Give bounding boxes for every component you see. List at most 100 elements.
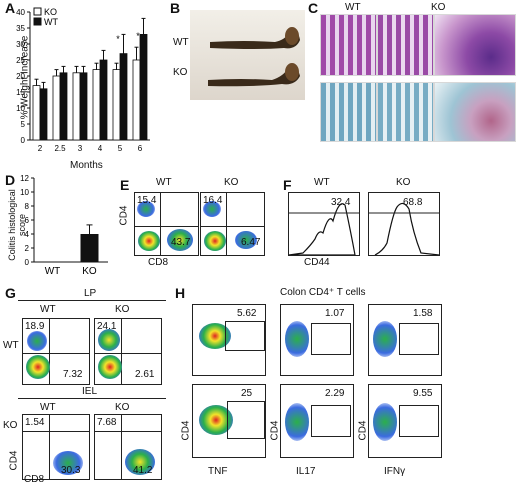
he-stain-wt-2 <box>377 14 434 76</box>
panel-g-label: G <box>5 285 16 301</box>
colon-wt-label: WT <box>173 37 189 48</box>
h-bot-il17: 2.29 <box>280 384 354 458</box>
panel-b-label: B <box>170 0 181 16</box>
panel-h-label: H <box>175 285 186 301</box>
g-iel-wt-br: 30.3 <box>61 465 81 476</box>
h-top-tnf: 5.62 <box>192 304 266 376</box>
d-ytick-label: 2 <box>25 244 30 253</box>
e-yaxis: CD4 <box>118 205 130 226</box>
panel-a-xlabel: Months <box>70 160 103 171</box>
a-bar-wt <box>99 59 108 141</box>
a-star: * <box>116 34 120 44</box>
h-bot-ifng-val: 9.55 <box>413 388 433 399</box>
d-ytick-label: 4 <box>25 230 30 239</box>
g-lp-ko: KO <box>115 304 130 315</box>
a-legend-swatch-wt <box>33 17 42 26</box>
h-bot-il17-val: 2.29 <box>325 388 345 399</box>
d-ytick-label: 10 <box>20 188 29 197</box>
g-row-wt: WT <box>3 340 19 351</box>
g-iel-wt-tl: 1.54 <box>25 417 45 428</box>
a-ytick-label: 15 <box>16 88 25 97</box>
a-bar-wt <box>139 34 148 141</box>
colon-photo <box>190 10 305 100</box>
d-ytick-label: 12 <box>20 174 29 183</box>
h-top-ifng-val: 1.58 <box>413 308 433 319</box>
d-xtick-label: KO <box>82 266 97 277</box>
a-bar-ko <box>52 75 61 141</box>
g-iel-ko-plot: 7.68 41.2 <box>94 414 162 480</box>
f-ko-val: 68.8 <box>403 197 423 208</box>
g-lp-label: LP <box>84 288 97 299</box>
h-x-tnf: TNF <box>208 466 228 477</box>
ab-stain-wt-1 <box>320 82 377 142</box>
panel-a-label: A <box>5 0 16 16</box>
g-iel-wt: WT <box>40 402 56 413</box>
a-xtick-label: 6 <box>138 144 143 153</box>
e-wt-label: WT <box>156 177 172 188</box>
panel-d-ylabel: Colitis histological score <box>7 189 27 261</box>
a-xtick-label: 2 <box>38 144 43 153</box>
g-lp-wt-br: 7.32 <box>63 369 83 380</box>
e-ko-plot: 16.4 6.47 <box>200 192 265 256</box>
e-xaxis: CD8 <box>148 257 169 268</box>
d-ytick-label: 0 <box>25 258 30 267</box>
a-bar-ko <box>92 69 101 141</box>
g-iel-ko-tl: 7.68 <box>97 417 117 428</box>
g-lp-wt: WT <box>40 304 56 315</box>
g-iel-label: IEL <box>82 386 98 397</box>
h-yaxis-1: CD4 <box>180 420 192 441</box>
a-bar-wt <box>119 53 128 141</box>
d-ytick-label: 6 <box>25 216 30 225</box>
panel-e-label: E <box>120 177 130 193</box>
histo-wt-label: WT <box>345 2 361 13</box>
h-yaxis-3: CD4 <box>357 420 369 441</box>
ab-stain-wt-2 <box>377 82 434 142</box>
a-ytick-label: 30 <box>16 40 25 49</box>
a-ytick-label: 25 <box>16 56 25 65</box>
h-title: Colon CD4⁺ T cells <box>280 287 366 298</box>
a-bar-wt <box>39 88 48 141</box>
g-lp-ko-tl: 24.1 <box>97 321 117 332</box>
a-legend-label: KO <box>44 7 57 17</box>
g-lp-wt-plot: 18.9 7.32 <box>22 318 90 385</box>
a-ytick-label: 35 <box>16 24 25 33</box>
h-bot-tnf-val: 25 <box>241 388 253 399</box>
a-ytick-label: 5 <box>21 120 26 129</box>
a-bar-wt <box>59 72 68 141</box>
g-yaxis: CD4 <box>8 450 20 471</box>
e-ko-label: KO <box>224 177 239 188</box>
he-stain-ko <box>434 14 516 76</box>
e-ko-tl: 16.4 <box>203 195 223 206</box>
g-iel-ko-br: 41.2 <box>133 465 153 476</box>
panel-f-label: F <box>283 177 292 193</box>
g-row-ko: KO <box>3 420 18 431</box>
f-wt-label: WT <box>314 177 330 188</box>
e-wt-tl: 15.4 <box>137 195 157 206</box>
colon-ko-label: KO <box>173 67 188 78</box>
a-xtick-label: 3 <box>78 144 83 153</box>
h-bot-tnf: 25 <box>192 384 266 458</box>
f-xaxis: CD44 <box>304 257 330 268</box>
g-xaxis: CD8 <box>24 474 45 485</box>
a-ytick-label: 20 <box>16 72 25 81</box>
d-bar-ko <box>80 234 99 262</box>
e-wt-br: 43.7 <box>171 237 191 248</box>
h-top-ifng: 1.58 <box>368 304 442 376</box>
histo-ko-label: KO <box>431 2 446 13</box>
f-ko-hist: 68.8 <box>368 192 440 256</box>
panel-c-label: C <box>308 0 319 16</box>
colon-image <box>208 27 300 87</box>
d-xtick-label: WT <box>45 266 61 277</box>
a-xtick-label: 2.5 <box>54 144 66 153</box>
a-star: * <box>136 31 140 41</box>
h-yaxis-2: CD4 <box>269 420 281 441</box>
h-bot-ifng: 9.55 <box>368 384 442 458</box>
a-bar-wt <box>79 72 88 141</box>
h-top-il17-val: 1.07 <box>325 308 345 319</box>
h-top-il17: 1.07 <box>280 304 354 376</box>
panel-d-chart: 0 2 4 6 8 10 12 WT KO <box>20 174 108 277</box>
d-ytick-label: 8 <box>25 202 30 211</box>
f-ko-label: KO <box>396 177 411 188</box>
a-ytick-label: 40 <box>16 8 25 17</box>
g-iel-ko: KO <box>115 402 130 413</box>
